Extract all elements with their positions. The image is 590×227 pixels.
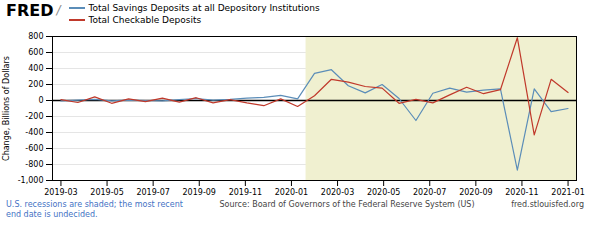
svg-text:400: 400 <box>28 64 43 73</box>
svg-text:2019-09: 2019-09 <box>183 188 216 197</box>
svg-text:2020-01: 2020-01 <box>275 188 308 197</box>
svg-text:0: 0 <box>38 96 43 105</box>
html-text:Source: Board of Governors of: Source: Board of Governors of the Federa… <box>219 200 475 209</box>
svg-text:2019-07: 2019-07 <box>136 188 169 197</box>
svg-text:-200: -200 <box>25 112 43 121</box>
svg-text:2020-07: 2020-07 <box>413 188 446 197</box>
svg-text:2020-11: 2020-11 <box>505 188 538 197</box>
svg-text:200: 200 <box>28 80 43 89</box>
svg-text:-600: -600 <box>25 144 43 153</box>
html-text:Total Checkable Deposits: Total Checkable Deposits <box>88 15 202 25</box>
svg-text:2019-11: 2019-11 <box>229 188 262 197</box>
html-text:Total Savings Deposits at all: Total Savings Deposits at all Depository… <box>88 3 320 13</box>
svg-text:2019-05: 2019-05 <box>90 188 123 197</box>
svg-text:800: 800 <box>28 32 43 41</box>
svg-text:2020-09: 2020-09 <box>459 188 492 197</box>
svg-text:-1,000: -1,000 <box>18 176 44 185</box>
svg-text:600: 600 <box>28 48 43 57</box>
svg-text:Change, Billions of Dollars: Change, Billions of Dollars <box>2 56 11 161</box>
svg-text:2019-03: 2019-03 <box>44 188 77 197</box>
svg-text:2020-03: 2020-03 <box>321 188 354 197</box>
svg-text:-400: -400 <box>25 128 43 137</box>
svg-text:2020-05: 2020-05 <box>367 188 400 197</box>
html-text:fred.stlouisfed.org: fred.stlouisfed.org <box>511 200 584 209</box>
svg-text:-800: -800 <box>25 160 43 169</box>
html-text:FRED/: FRED/ <box>6 1 61 20</box>
html-text:U.S. recessions are shaded; th: U.S. recessions are shaded; the most rec… <box>6 200 183 219</box>
svg-text:2021-01: 2021-01 <box>551 188 584 197</box>
